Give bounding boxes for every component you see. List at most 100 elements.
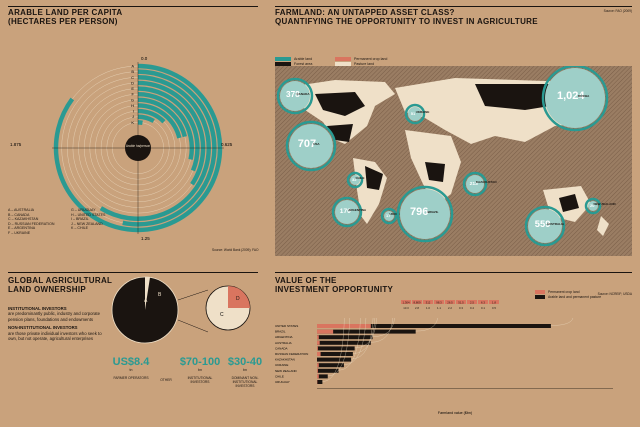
arable-legend-item: G – URUGUAY: [71, 208, 96, 212]
arable-legend-item: E – ARGENTINA: [8, 226, 36, 231]
inv-connector: [550, 317, 574, 326]
arable-center-disc: [125, 135, 151, 161]
farmland-title: FARMLAND: AN UNTAPPED ASSET CLASS? QUANT…: [275, 8, 538, 26]
arable-legend-item: H – UNITED STATES: [71, 212, 106, 217]
bubble-country: RUSSIA: [578, 94, 590, 98]
pie-connector: [177, 289, 209, 301]
inv-bar-permanent: [317, 352, 321, 356]
inv-bar-arable: [317, 324, 551, 328]
pie-slice-b: [145, 277, 150, 310]
legend-permanent-crop: Permanent crop land: [335, 57, 387, 62]
bubble-ring-russia: [541, 66, 609, 132]
arable-tick-left: 1.875: [10, 142, 22, 147]
usa-forest: [327, 124, 353, 142]
bubble-russia: [545, 68, 605, 128]
inv-header-value: 8,809: [414, 300, 421, 304]
inv-bar-permanent: [317, 368, 318, 373]
legend-pasture: Pasture land: [335, 62, 387, 67]
bubble-ring-uruguay: [380, 207, 398, 225]
bubble-value: 170: [340, 208, 351, 215]
inv-header-value: 98.3: [436, 300, 442, 304]
arable-legend-item: I – BRAZIL: [71, 217, 89, 222]
new-zealand-shape: [597, 216, 609, 236]
bubble-uruguay: [384, 211, 394, 221]
arable-legend-item: J – NEW ZEALAND: [71, 221, 103, 226]
bubble-australia: [528, 209, 562, 243]
arable-ring-bar: [137, 86, 200, 172]
inv-header-value-2: 1.0: [426, 306, 430, 310]
inv-bar-permanent: [317, 335, 319, 340]
arable-center-label: Arable ha/person: [126, 144, 151, 148]
bubble-canada: [280, 81, 310, 111]
arable-ring-letter: K: [131, 120, 134, 125]
arable-ring-letter: C: [131, 75, 134, 80]
inv-category-label: BRAZIL: [275, 330, 286, 334]
arable-source: Source: World Bank (2009); FAO: [212, 248, 259, 252]
bubble-value: 1,024: [557, 90, 585, 102]
inv-category-label: AUSTRALIA: [275, 341, 292, 345]
arable-ring-bar: [137, 91, 195, 160]
inv-header-swatch: [412, 300, 422, 304]
inv-category-label: ARGENTINA: [275, 335, 293, 339]
bubble-country: NEW ZEALAND: [594, 202, 617, 206]
value-other: OTHER: [160, 378, 172, 382]
inv-bar-arable: [317, 346, 355, 351]
arable-ring-bar: [137, 80, 206, 186]
arable-ring-letter: H: [131, 103, 134, 108]
bubble-ring-australia: [524, 205, 566, 247]
bubble-brazil: [400, 189, 450, 239]
arable-ring-letter: A: [131, 64, 134, 69]
inv-connector: [327, 317, 350, 377]
investment-legend: Permanent crop land Arable land and perm…: [535, 290, 601, 300]
legend-forest: Forest area: [275, 62, 312, 67]
arable-legend-item: B – CANADA: [8, 212, 30, 217]
arable-ring-bar: [137, 103, 182, 139]
ownership-pies: A B C D: [111, 276, 251, 344]
inv-header-swatch: [445, 300, 455, 304]
bubble-country: KAZAKHSTAN: [476, 180, 497, 184]
bubble-ukraine: [408, 107, 422, 121]
bubble-chile: [350, 175, 360, 185]
arable-legend-item: A – AUSTRALIA: [8, 208, 34, 212]
inv-bar-arable: [317, 329, 416, 334]
inv-bar-permanent: [317, 374, 319, 379]
arable-tick-bottom: 1.25: [141, 236, 150, 241]
bubble-country: CHILE: [356, 176, 365, 180]
value-farmer: US$8.4 tn FARMER OPERATORS: [112, 356, 150, 380]
inv-category-label: UNITED STATES: [275, 324, 298, 328]
inv-header-value-2: 0.1: [481, 306, 485, 310]
pie-letter-c: C: [220, 312, 224, 318]
farmland-legend: Arable land Forest area: [275, 57, 312, 67]
inv-bar-arable: [317, 340, 371, 345]
inv-connector: [351, 317, 374, 360]
arable-tick-top: 0.0: [141, 56, 148, 61]
inv-header-value-2: 0.4: [470, 306, 474, 310]
canada-forest: [315, 92, 365, 116]
inv-header-swatch: [456, 300, 466, 304]
arable-ring-bar: [53, 63, 223, 233]
legend-inv-permanent: Permanent crop land: [535, 290, 601, 295]
inv-header-value-2: 0.5: [492, 306, 496, 310]
investment-xlabel: Farmland value ($bn): [438, 411, 472, 415]
inv-header-swatch: [489, 300, 499, 304]
arable-ring-bar: [137, 97, 187, 138]
arable-legend-item: F – UKRAINE: [8, 230, 31, 235]
ownership-values: US$8.4 tn FARMER OPERATORS OTHER $70-100…: [112, 356, 267, 416]
inv-category-label: CHILE: [275, 374, 284, 378]
inv-bar-permanent: [317, 329, 334, 334]
pie-letter-b: B: [158, 292, 162, 298]
arable-ring-letter: D: [131, 80, 134, 85]
inv-connector: [372, 317, 395, 337]
inv-header-swatch: [434, 300, 444, 304]
inv-bar-arable: [317, 352, 353, 356]
arable-ring-letter: E: [131, 86, 134, 91]
bubble-kazakhstan: [466, 175, 484, 193]
inv-connector: [415, 317, 438, 332]
australia-forest: [559, 194, 579, 212]
inv-header-value-2: 1.1: [437, 306, 441, 310]
arable-ring-letter: I: [133, 109, 134, 114]
inv-bar-arable: [317, 368, 339, 373]
inv-header-value: 51.5: [458, 300, 464, 304]
bubble-ring-usa: [285, 120, 337, 172]
